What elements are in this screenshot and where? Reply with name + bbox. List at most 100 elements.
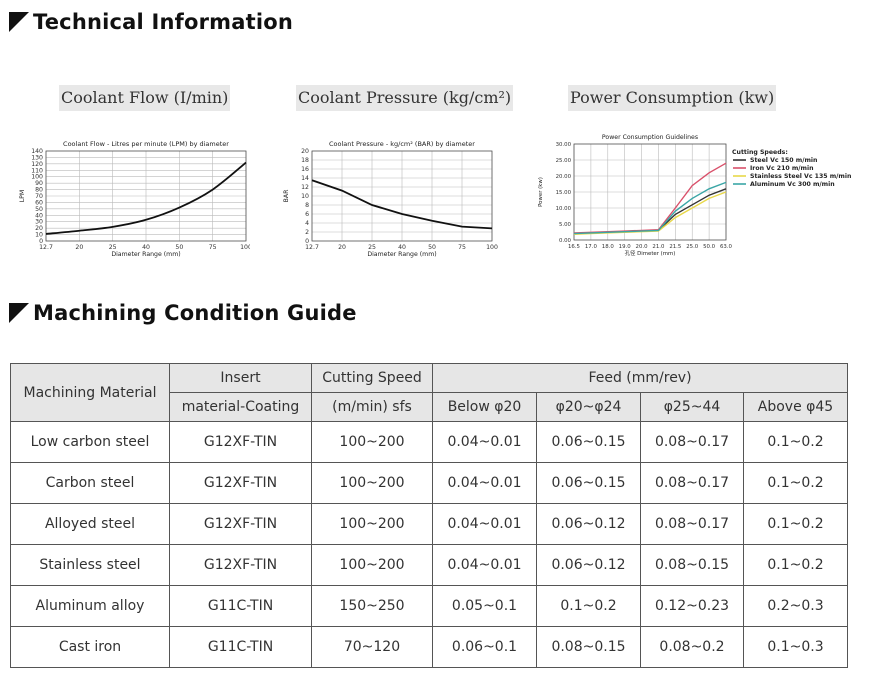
y-tick-label: 12 [301, 184, 309, 191]
cell-insert: G11C-TIN [169, 626, 312, 668]
cell-feed-20-24: 0.08~0.15 [536, 626, 641, 668]
cell-feed-20-24: 0.06~0.12 [536, 544, 641, 586]
cell-feed-20-24: 0.06~0.15 [536, 421, 641, 463]
cell-feed-below20: 0.06~0.1 [432, 626, 537, 668]
x-axis-label: 孔径 Dimeter (mm) [625, 249, 676, 257]
x-tick-label: 12.7 [305, 244, 319, 251]
header-speed-line1: Cutting Speed [311, 363, 433, 393]
x-tick-label: 20 [75, 244, 83, 251]
cell-feed-below20: 0.04~0.01 [432, 421, 537, 463]
x-tick-label: 21.5 [669, 244, 681, 250]
cell-material: Aluminum alloy [10, 585, 170, 627]
series-line-0 [311, 179, 493, 230]
cell-speed: 100~200 [311, 503, 433, 545]
chart-header-power: Power Consumption (kw) [568, 85, 777, 111]
y-tick-label: 140 [31, 148, 43, 155]
x-tick-label: 12.7 [39, 244, 53, 251]
y-tick-label: 15.00 [556, 190, 572, 196]
cell-feed-above45: 0.1~0.2 [743, 421, 848, 463]
cell-material: Carbon steel [10, 462, 170, 504]
cell-feed-above45: 0.1~0.3 [743, 626, 848, 668]
x-tick-label: 50.0 [703, 244, 716, 250]
section-title: Technical Information [33, 10, 294, 34]
table-row: Alloyed steel G12XF-TIN 100~200 0.04~0.01 0.… [10, 503, 848, 545]
y-tick-label: 0 [39, 238, 43, 245]
y-tick-label: 2 [305, 229, 309, 236]
cell-material: Alloyed steel [10, 503, 170, 545]
cell-insert: G12XF-TIN [169, 503, 312, 545]
header-insert-line1: Insert [169, 363, 312, 393]
x-tick-label: 40 [398, 244, 406, 251]
y-tick-label: 90 [35, 180, 43, 187]
x-axis-label: Diameter Range (mm) [111, 251, 180, 258]
y-tick-label: 10 [35, 232, 43, 239]
header-feed-above45: Above φ45 [743, 392, 848, 422]
header-feed-25-44: φ25~44 [640, 392, 744, 422]
cell-feed-25-44: 0.08~0.15 [640, 544, 744, 586]
cell-insert: G12XF-TIN [169, 421, 312, 463]
header-feed-20-24: φ20~φ24 [536, 392, 641, 422]
series-line-3 [573, 181, 727, 235]
header-material: Machining Material [10, 363, 170, 422]
y-tick-label: 100 [31, 174, 43, 181]
cell-material: Cast iron [10, 626, 170, 668]
heading-marker-icon [9, 303, 29, 323]
cell-feed-above45: 0.1~0.2 [743, 462, 848, 504]
legend-label: Steel Vc 150 m/min [750, 157, 817, 164]
x-tick-label: 75 [458, 244, 466, 251]
x-tick-label: 100 [486, 244, 498, 251]
y-tick-label: 120 [31, 161, 43, 168]
y-tick-label: 10 [301, 193, 309, 200]
cell-feed-25-44: 0.08~0.17 [640, 462, 744, 504]
plot-frame [311, 150, 493, 242]
x-tick-label: 16.5 [568, 244, 580, 250]
coolant-pressure-chart: Coolant Pressure - kg/cm² (BAR) by diame… [283, 140, 498, 258]
x-tick-label: 100 [240, 244, 250, 251]
cell-feed-below20: 0.05~0.1 [432, 585, 537, 627]
cell-feed-20-24: 0.1~0.2 [536, 585, 641, 627]
y-tick-label: 5.00 [559, 222, 572, 228]
y-tick-label: 60 [35, 199, 43, 206]
x-tick-label: 21.0 [652, 244, 665, 250]
header-insert-line2: material-Coating [169, 392, 312, 422]
cell-feed-20-24: 0.06~0.12 [536, 503, 641, 545]
y-tick-label: 20 [301, 148, 309, 155]
y-axis-label: BAR [283, 189, 290, 202]
machining-condition-table: Machining Material Insert Cutting Speed … [10, 363, 848, 668]
header-feed-below20: Below φ20 [432, 392, 537, 422]
y-tick-label: 40 [35, 212, 43, 219]
cell-speed: 100~200 [311, 421, 433, 463]
header-feed: Feed (mm/rev) [432, 363, 848, 393]
y-axis-label: Power (kw) [538, 177, 544, 207]
y-tick-label: 80 [35, 187, 43, 194]
cell-speed: 150~250 [311, 585, 433, 627]
x-tick-label: 50 [428, 244, 436, 251]
cell-insert: G12XF-TIN [169, 544, 312, 586]
cell-feed-above45: 0.1~0.2 [743, 544, 848, 586]
x-tick-label: 25 [368, 244, 376, 251]
chart-title: Coolant Pressure - kg/cm² (BAR) by diame… [329, 140, 475, 148]
y-tick-label: 14 [301, 175, 309, 182]
y-tick-label: 30.00 [556, 142, 572, 148]
cell-feed-25-44: 0.08~0.17 [640, 421, 744, 463]
table-row: Low carbon steel G12XF-TIN 100~200 0.04~0.0… [10, 421, 848, 463]
cell-speed: 100~200 [311, 462, 433, 504]
table-row: Aluminum alloy G11C-TIN 150~250 0.05~0.1 0.1… [10, 585, 848, 627]
x-tick-label: 20.0 [636, 244, 649, 250]
cell-feed-below20: 0.04~0.01 [432, 544, 537, 586]
cell-feed-above45: 0.1~0.2 [743, 503, 848, 545]
cell-feed-25-44: 0.12~0.23 [640, 585, 744, 627]
section-title: Machining Condition Guide [33, 301, 357, 325]
chart-title: Coolant Flow - Litres per minute (LPM) b… [63, 140, 229, 148]
cell-feed-25-44: 0.08~0.2 [640, 626, 744, 668]
y-tick-label: 20.00 [556, 174, 572, 180]
legend-label: Aluminum Vc 300 m/min [750, 181, 835, 188]
x-tick-label: 75 [209, 244, 217, 251]
x-tick-label: 40 [142, 244, 150, 251]
y-tick-label: 0.00 [559, 238, 572, 244]
y-tick-label: 30 [35, 219, 43, 226]
cell-feed-above45: 0.2~0.3 [743, 585, 848, 627]
coolant-flow-chart: Coolant Flow - Litres per minute (LPM) b… [19, 140, 250, 258]
cell-feed-25-44: 0.08~0.17 [640, 503, 744, 545]
chart-title: Power Consumption Guidelines [602, 134, 698, 141]
